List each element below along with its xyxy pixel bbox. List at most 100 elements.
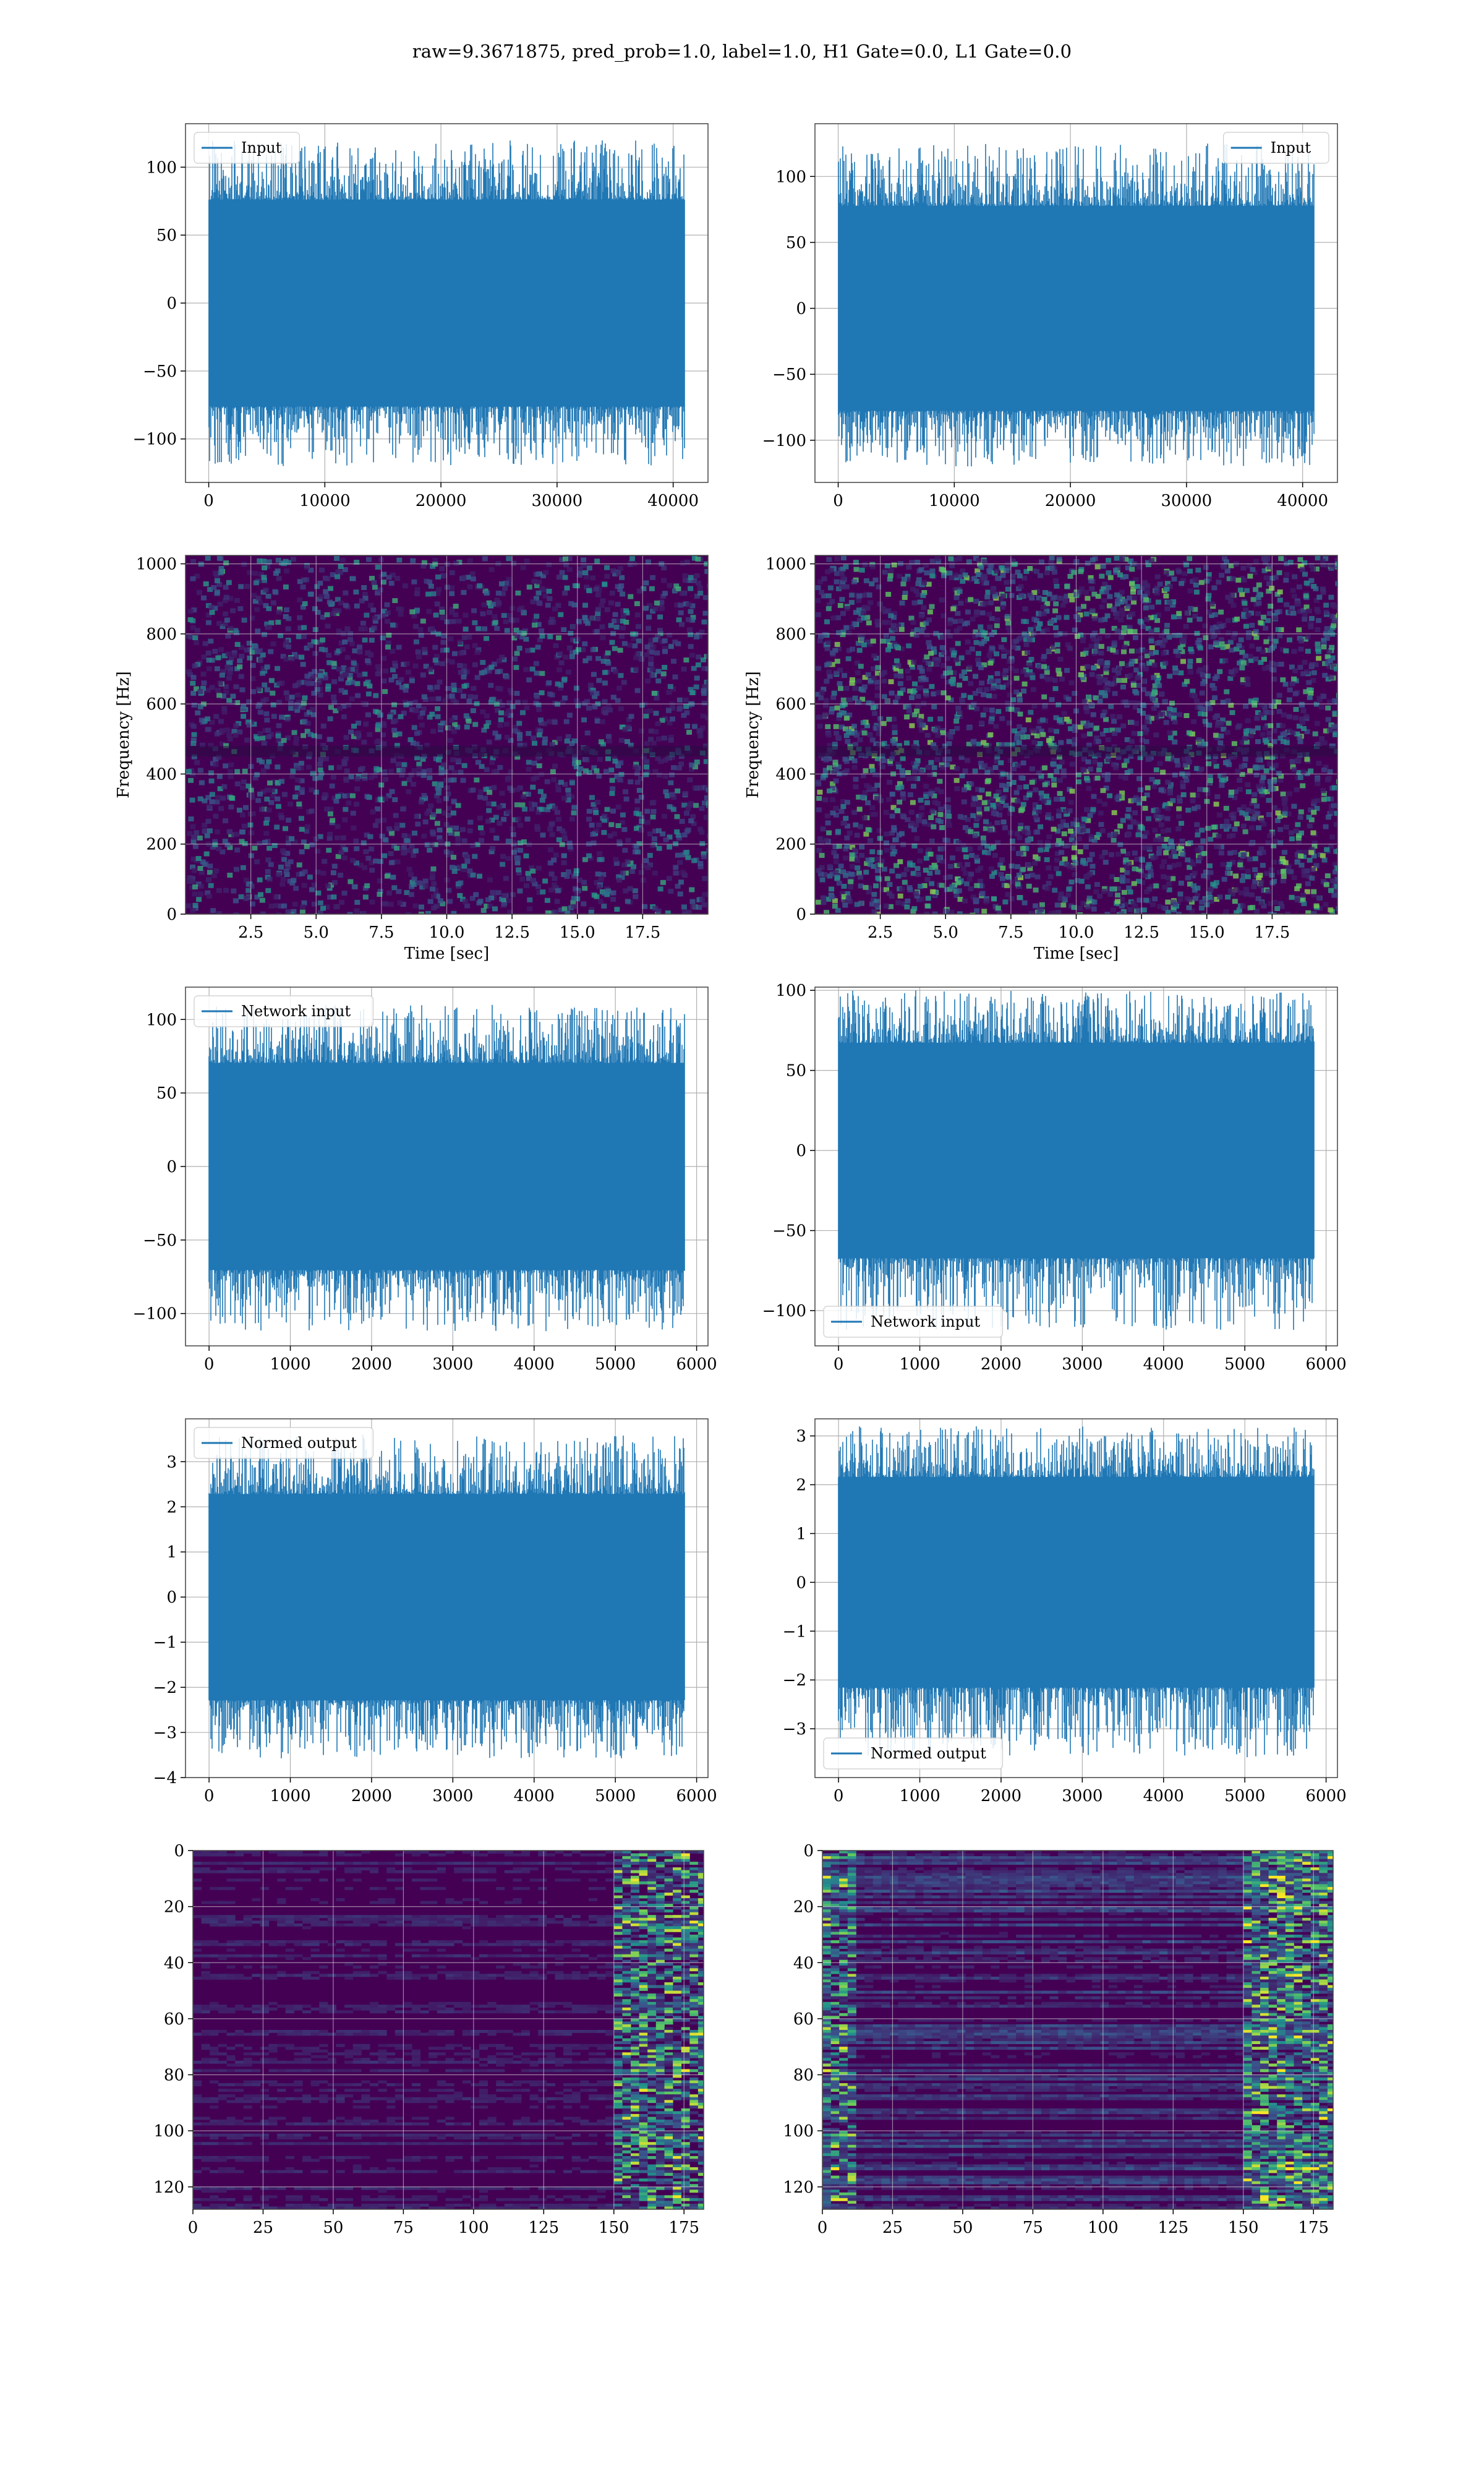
heatmap-cell	[564, 873, 570, 879]
heatmap-cell	[513, 627, 519, 633]
heatmap-cell	[1176, 814, 1182, 820]
heatmap-cell	[331, 795, 338, 801]
heatmap-cell	[231, 729, 237, 734]
heatmap-cell	[309, 842, 315, 847]
heatmap-cell	[1218, 844, 1224, 850]
heatmap-cell	[521, 794, 527, 800]
heatmap-cell	[299, 909, 305, 914]
heatmap-cell	[871, 897, 877, 903]
heatmap-cell	[1331, 888, 1337, 893]
heatmap-cell	[490, 846, 496, 851]
heatmap-cell	[623, 888, 629, 894]
heatmap-cell	[601, 904, 607, 909]
heatmap-cell	[1155, 715, 1161, 721]
heatmap-cell	[1139, 737, 1145, 743]
heatmap-cell	[312, 901, 317, 907]
x-tick-label: 20000	[416, 492, 467, 510]
heatmap-cell	[1146, 886, 1153, 892]
heatmap-cell	[1229, 648, 1235, 653]
heatmap-cell	[192, 663, 198, 669]
heatmap-cell	[529, 865, 535, 871]
heatmap-cell	[301, 900, 307, 905]
heatmap-cell	[645, 865, 651, 870]
heatmap-cell	[1171, 849, 1177, 855]
heatmap-cell	[570, 624, 576, 630]
heatmap-cell	[1150, 902, 1156, 907]
heatmap-cell	[286, 616, 292, 622]
heatmap-cell	[846, 648, 852, 653]
heatmap-cell	[276, 576, 282, 581]
heatmap-cell	[1160, 769, 1166, 775]
heatmap-cell	[1125, 565, 1131, 571]
heatmap-cell	[1115, 892, 1120, 898]
heatmap-cell	[1007, 628, 1013, 633]
heatmap-cell	[354, 560, 360, 565]
heatmap-cell	[587, 769, 592, 775]
heatmap-cell	[333, 904, 339, 909]
heatmap-cell	[919, 669, 925, 674]
heatmap-cell	[1016, 740, 1022, 745]
heatmap-cell	[1132, 904, 1138, 909]
heatmap-cell	[221, 706, 228, 711]
heatmap-cell	[941, 573, 947, 578]
heatmap-cell	[1083, 873, 1090, 879]
heatmap-cell	[1102, 886, 1108, 891]
heatmap-cell	[963, 847, 968, 852]
heatmap-cell	[328, 882, 335, 888]
heatmap-cell	[645, 820, 650, 825]
heatmap-cell	[267, 780, 273, 785]
heatmap-cell	[690, 814, 696, 820]
heatmap-cell	[431, 894, 437, 899]
heatmap-cell	[252, 571, 258, 576]
heatmap-cell	[644, 808, 650, 814]
heatmap-cell	[460, 827, 466, 833]
heatmap-cell	[210, 761, 216, 766]
heatmap-cell	[425, 591, 432, 597]
heatmap-cell	[633, 844, 639, 849]
heatmap-cell	[278, 864, 284, 870]
heatmap-cell	[659, 606, 665, 612]
heatmap-cell	[278, 741, 284, 747]
heatmap-cell	[1098, 693, 1104, 698]
heatmap-cell	[1139, 647, 1145, 653]
heatmap-cell	[1102, 693, 1109, 698]
heatmap-cell	[934, 787, 940, 792]
heatmap-cell	[1239, 576, 1245, 581]
heatmap-cell	[867, 732, 873, 737]
heatmap-cell	[590, 688, 596, 693]
heatmap-cell	[1201, 913, 1207, 914]
heatmap-cell	[1177, 633, 1183, 638]
heatmap-cell	[475, 647, 482, 653]
heatmap-cell	[1280, 791, 1286, 797]
heatmap-cell	[566, 841, 573, 846]
heatmap-cell	[485, 720, 492, 726]
heatmap-cell	[902, 591, 908, 596]
heatmap-cell	[229, 700, 236, 705]
heatmap-cell	[1333, 869, 1337, 875]
heatmap-cell	[231, 832, 237, 837]
heatmap-cell	[1020, 802, 1026, 807]
heatmap-cell	[1077, 912, 1083, 914]
heatmap-cell	[1117, 714, 1123, 719]
heatmap-cell	[1271, 899, 1277, 905]
heatmap-cell	[404, 848, 411, 854]
heatmap-cell	[381, 656, 386, 661]
heatmap-cell	[1149, 651, 1155, 656]
heatmap-cell	[325, 576, 330, 581]
heatmap-cell	[296, 680, 302, 685]
heatmap-cell	[1018, 875, 1024, 881]
heatmap-cell	[414, 639, 419, 644]
heatmap-cell	[1055, 838, 1062, 843]
heatmap-cell	[1187, 881, 1193, 887]
heatmap-cell	[879, 606, 885, 612]
heatmap-cell	[424, 811, 430, 816]
heatmap-cell	[500, 854, 506, 859]
heatmap-cell	[534, 596, 539, 601]
heatmap-cell	[1064, 615, 1070, 620]
heatmap-cell	[634, 651, 641, 657]
heatmap-cell	[1114, 615, 1120, 620]
heatmap-cell	[458, 670, 464, 675]
heatmap-cell	[1042, 703, 1048, 708]
heatmap-cell	[600, 742, 606, 747]
heatmap-cell	[556, 667, 563, 672]
